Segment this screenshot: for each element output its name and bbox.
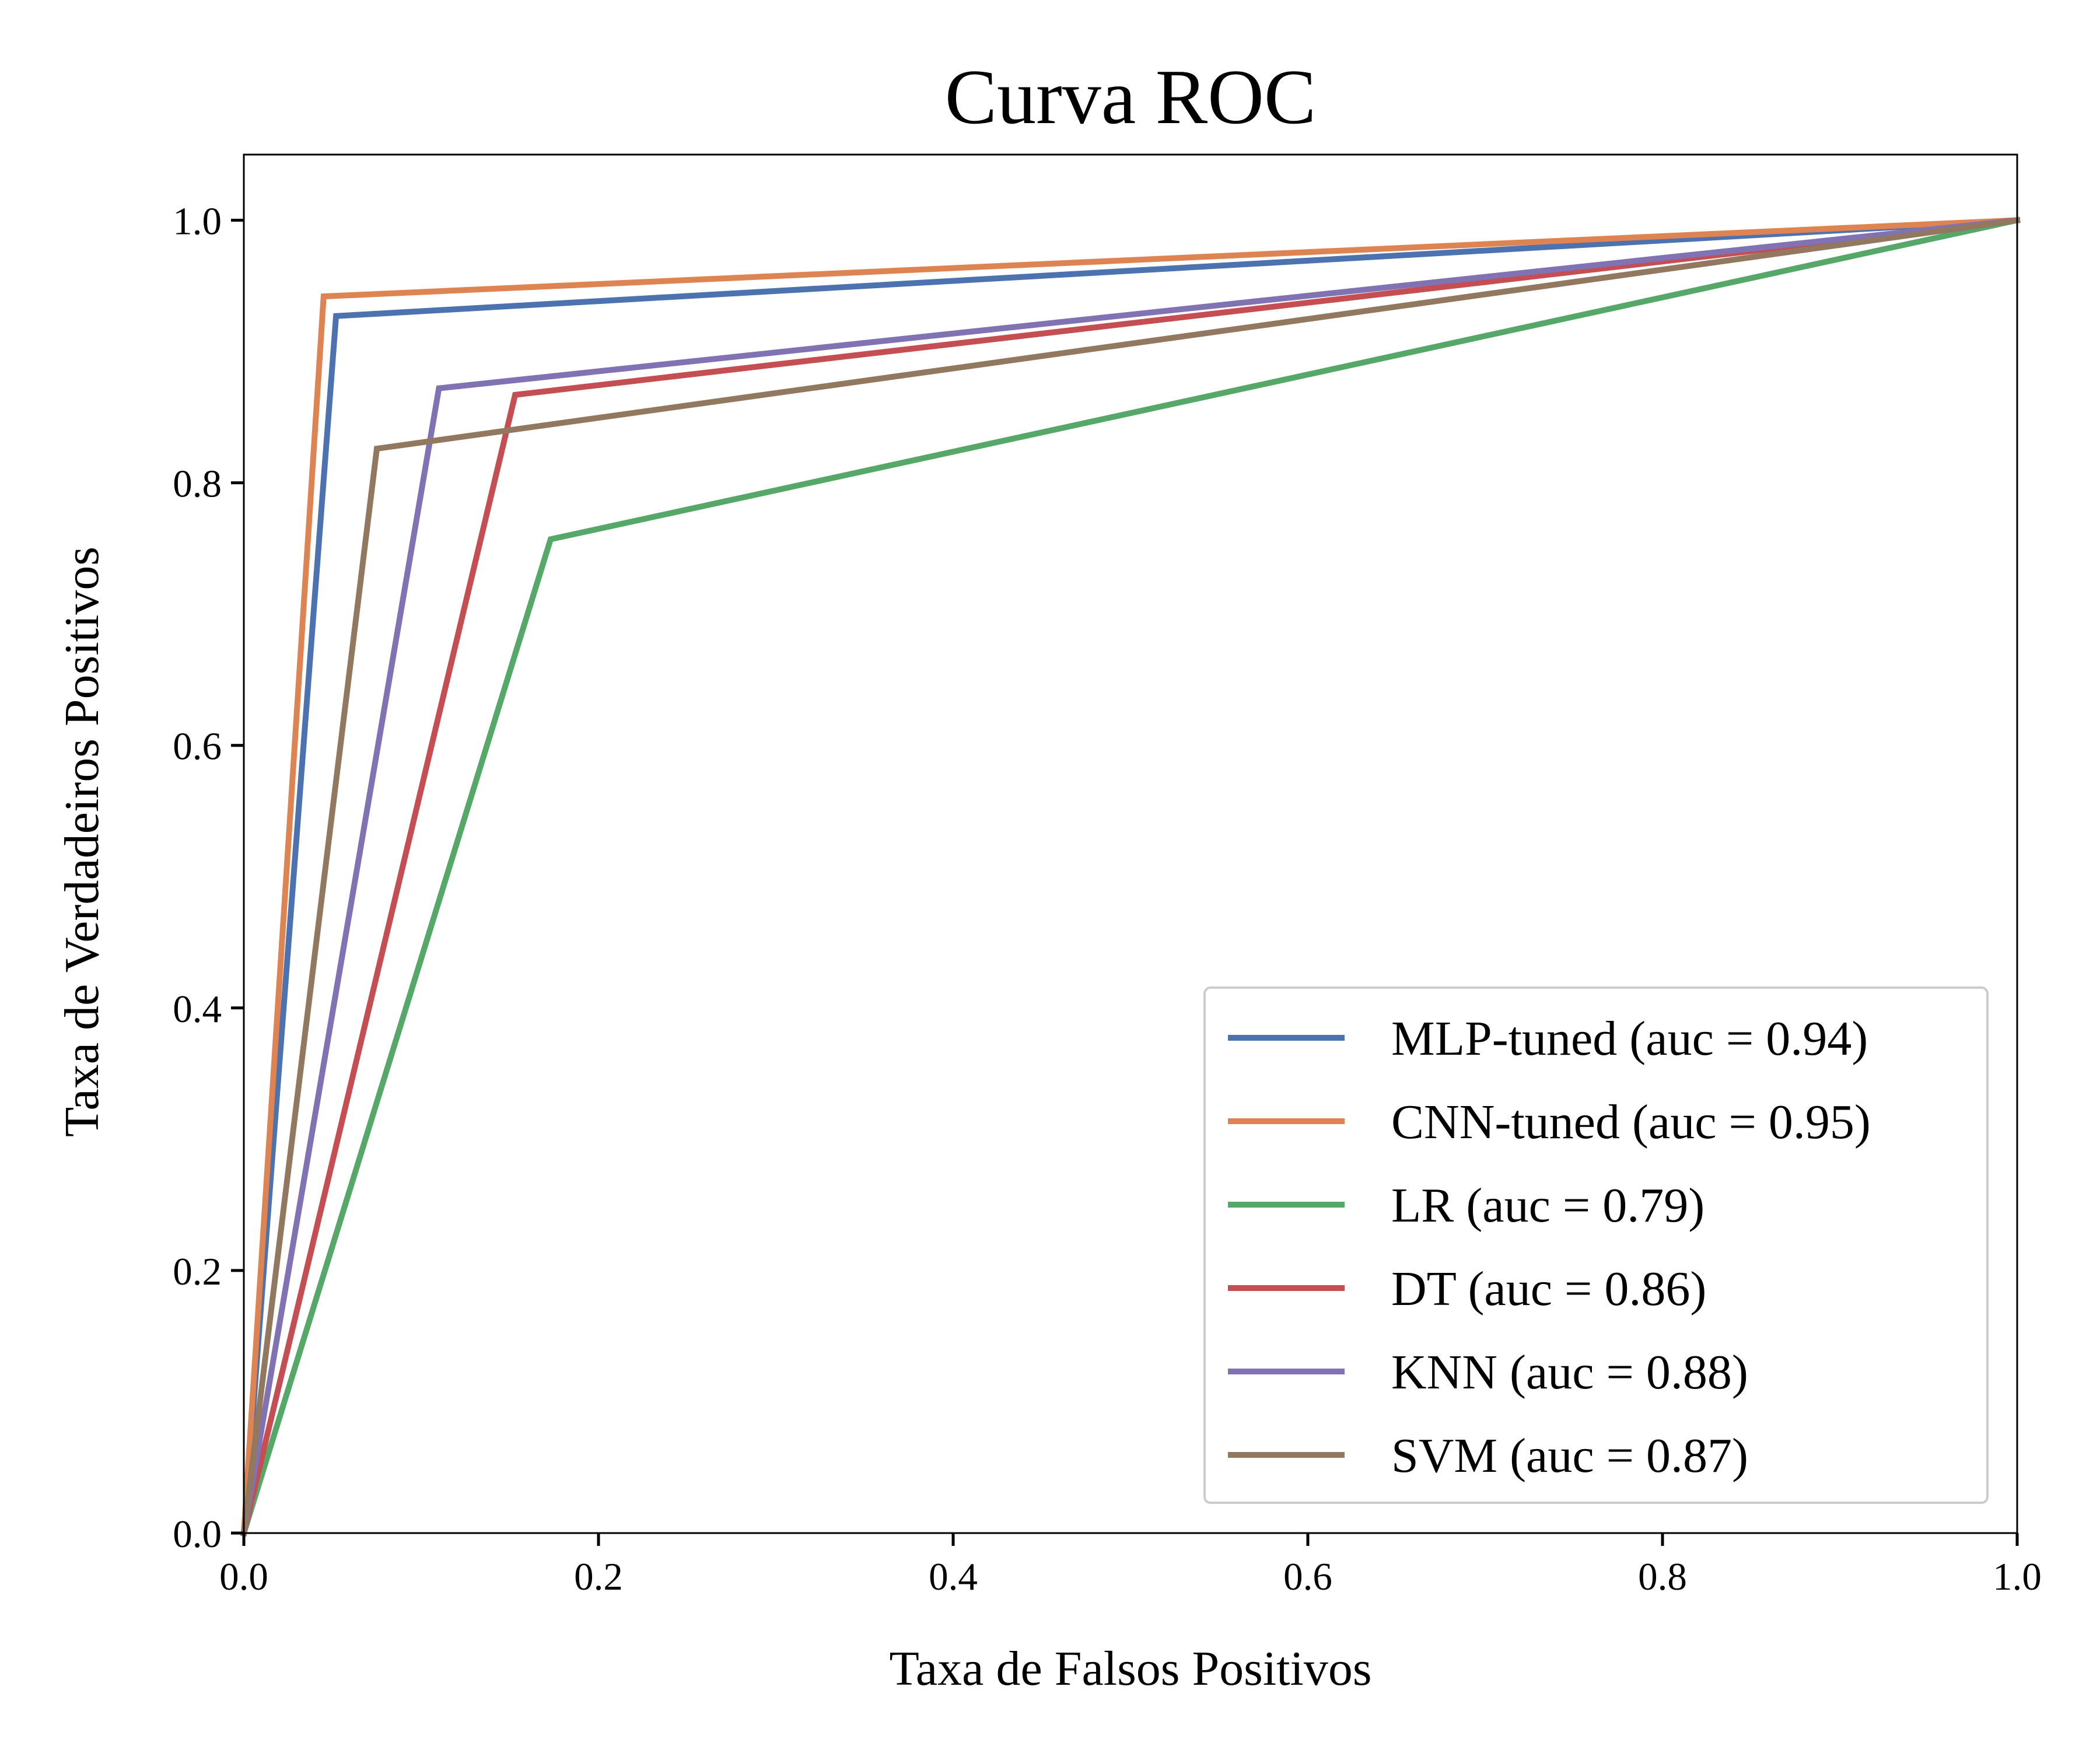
y-tick-label-0: 0.0 [173, 1513, 222, 1556]
x-tick-label-3: 0.6 [1283, 1555, 1332, 1598]
legend-label-4: KNN (auc = 0.88) [1391, 1345, 1748, 1399]
x-tick-label-5: 1.0 [1993, 1555, 2042, 1598]
x-axis-label: Taxa de Falsos Positivos [889, 1642, 1371, 1696]
y-tick-label-4: 0.8 [173, 463, 222, 506]
series-line-2 [240, 216, 2021, 1537]
legend-label-2: LR (auc = 0.79) [1391, 1178, 1704, 1233]
series-line-0 [240, 217, 2021, 1537]
legend-label-3: DT (auc = 0.86) [1391, 1262, 1706, 1316]
legend: MLP-tuned (auc = 0.94) CNN-tuned (auc = 0… [1203, 986, 1989, 1504]
chart-title: Curva ROC [945, 54, 1317, 140]
y-tick-label-1: 0.2 [173, 1250, 222, 1293]
legend-label-0: MLP-tuned (auc = 0.94) [1391, 1012, 1868, 1066]
y-axis-label: Taxa de Verdadeiros Positivos [55, 547, 109, 1137]
legend-label-1: CNN-tuned (auc = 0.95) [1391, 1095, 1871, 1149]
x-tick-label-0: 0.0 [219, 1555, 268, 1598]
series-line-4 [240, 216, 2021, 1537]
y-tick-label-5: 1.0 [173, 200, 222, 243]
y-tick-label-3: 0.6 [173, 725, 222, 768]
legend-label-5: SVM (auc = 0.87) [1391, 1429, 1748, 1483]
x-tick-label-2: 0.4 [929, 1555, 978, 1598]
plot-area: 0.0 0.2 0.4 0.6 0.8 1.0 0.0 0.2 0.4 0.6 0.8 1.0 [173, 153, 2042, 1598]
axes-frame [243, 153, 2018, 1534]
series-line-1 [240, 217, 2021, 1537]
x-tick-label-1: 0.2 [574, 1555, 623, 1598]
x-tick-label-4: 0.8 [1638, 1555, 1687, 1598]
legend-frame [1203, 986, 1989, 1504]
y-tick-label-2: 0.4 [173, 988, 222, 1031]
series-line-3 [240, 216, 2021, 1537]
series-line-5 [240, 216, 2021, 1537]
